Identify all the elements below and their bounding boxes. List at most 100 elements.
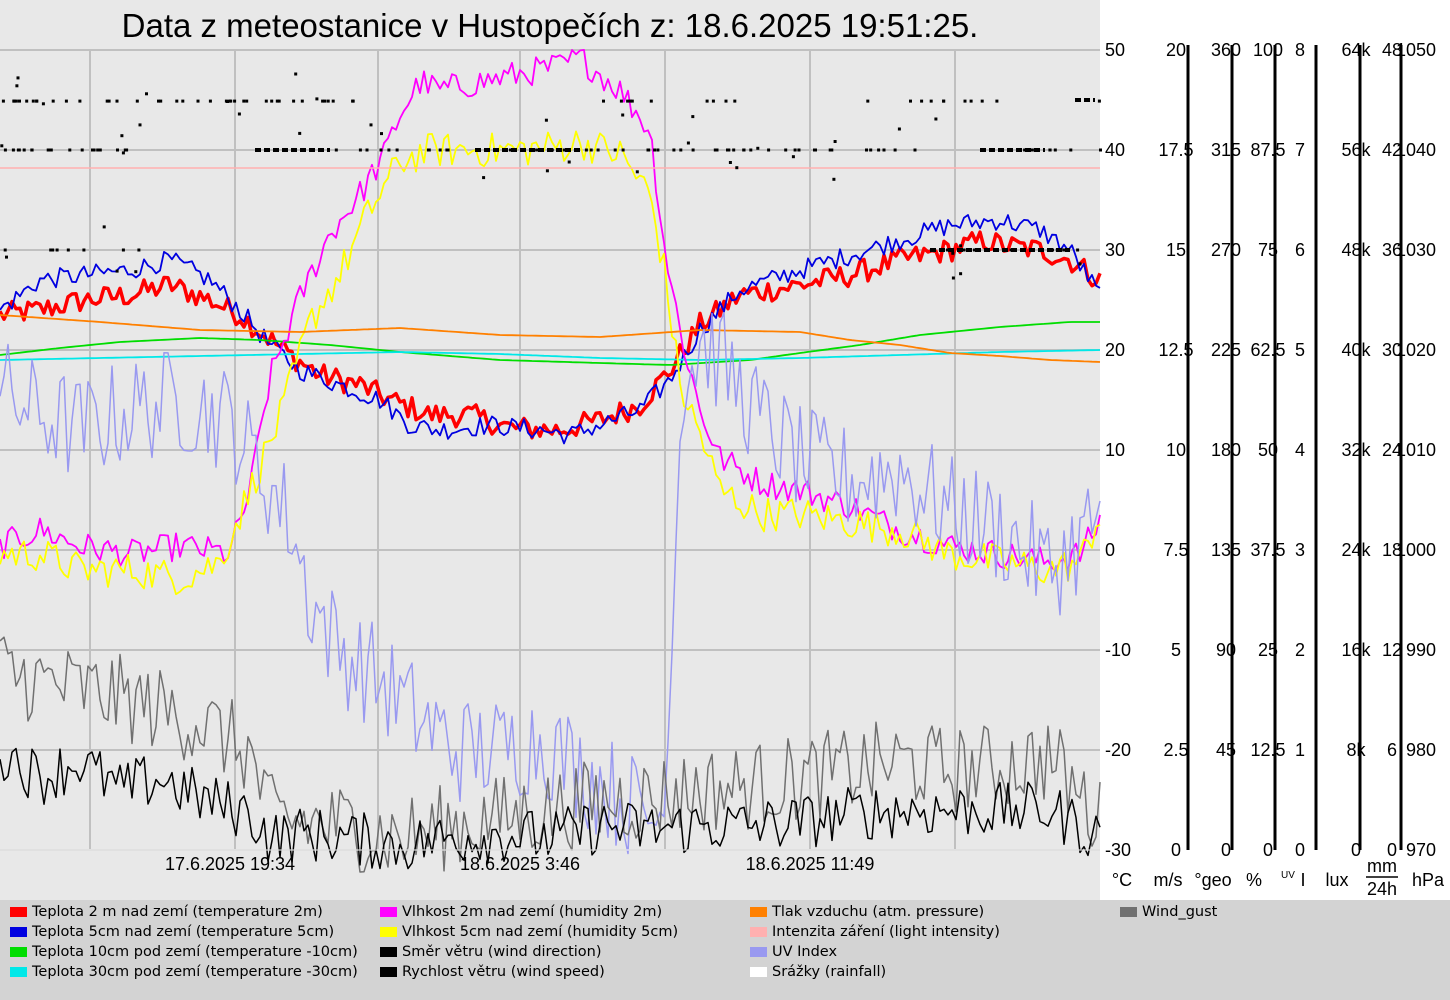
y-tick-label: 0 bbox=[1105, 540, 1115, 560]
y-tick-label: 25 bbox=[1258, 640, 1278, 660]
wind-direction-point bbox=[64, 99, 68, 103]
y-tick-label: -10 bbox=[1105, 640, 1131, 660]
wind-direction-point bbox=[767, 148, 771, 152]
y-tick-label: -20 bbox=[1105, 740, 1131, 760]
axis-unit-label: lux bbox=[1325, 870, 1348, 890]
wind-direction-point bbox=[814, 148, 817, 152]
y-tick-label: 6 bbox=[1387, 740, 1397, 760]
y-axis-hum: 100 87.5 75 62.5 50 37.5 25 12.5 0% bbox=[1246, 40, 1286, 890]
y-tick-label: 30 bbox=[1382, 340, 1402, 360]
wind-direction-point bbox=[298, 131, 302, 135]
y-tick-label: -30 bbox=[1105, 840, 1131, 860]
legend-label: Teplota 10cm pod zemí (temperature -10cm… bbox=[32, 944, 358, 960]
wind-direction-point bbox=[649, 99, 653, 103]
wind-direction-point bbox=[691, 148, 695, 152]
wind-direction-point bbox=[98, 148, 102, 152]
wind-direction-point bbox=[596, 148, 600, 152]
y-tick-label: 40k bbox=[1341, 340, 1371, 360]
wind-direction-point bbox=[323, 99, 327, 103]
wind-direction-point bbox=[865, 148, 868, 152]
wind-direction-point bbox=[672, 148, 676, 152]
wind-direction-point bbox=[226, 100, 229, 103]
legend-item: Teplota 5cm nad zemí (temperature 5cm) bbox=[10, 924, 334, 940]
y-tick-label: 12 bbox=[1382, 640, 1402, 660]
y-tick-label: 1010 bbox=[1396, 440, 1436, 460]
wind-direction-point bbox=[380, 132, 383, 136]
y-tick-label: 1000 bbox=[1396, 540, 1436, 560]
wind-direction-point bbox=[14, 99, 18, 103]
x-tick-label: 18.6.2025 3:46 bbox=[460, 854, 580, 874]
wind-direction-point bbox=[1062, 248, 1066, 252]
wind-direction-point bbox=[275, 99, 279, 103]
y-tick-label: 8k bbox=[1346, 740, 1366, 760]
y-tick-label: 970 bbox=[1406, 840, 1436, 860]
wind-direction-point bbox=[321, 99, 325, 103]
series-layer bbox=[0, 49, 1102, 873]
y-tick-label: 0 bbox=[1351, 840, 1361, 860]
series-wind-direction bbox=[0, 72, 1102, 280]
wind-direction-point bbox=[51, 248, 55, 252]
axis-unit-label: m/s bbox=[1154, 870, 1183, 890]
wind-direction-point bbox=[181, 99, 185, 103]
legend-item: Tlak vzduchu (atm. pressure) bbox=[750, 904, 984, 920]
y-tick-label: 1020 bbox=[1396, 340, 1436, 360]
wind-direction-point bbox=[3, 248, 7, 252]
wind-direction-point bbox=[35, 99, 39, 103]
wind-direction-point bbox=[635, 170, 639, 174]
y-tick-label: 180 bbox=[1211, 440, 1241, 460]
wind-direction-point bbox=[877, 148, 881, 152]
axis-unit-label: % bbox=[1246, 870, 1262, 890]
wind-direction-point bbox=[724, 99, 728, 103]
wind-direction-point bbox=[913, 148, 917, 152]
wind-direction-point bbox=[897, 127, 901, 131]
y-tick-label: 1040 bbox=[1396, 140, 1436, 160]
x-tick-label: 17.6.2025 19:34 bbox=[165, 854, 295, 874]
wind-direction-point bbox=[691, 115, 695, 119]
wind-direction-point bbox=[145, 92, 148, 96]
wind-direction-point bbox=[784, 148, 788, 152]
wind-direction-point bbox=[326, 99, 330, 103]
y-axes: 50403020100-10-20-30°C2017.51512.5107.55… bbox=[1105, 40, 1445, 899]
wind-direction-point bbox=[115, 269, 119, 273]
wind-direction-point bbox=[584, 148, 588, 152]
y-tick-label: 10 bbox=[1166, 440, 1186, 460]
legend-item: Vlhkost 2m nad zemí (humidity 2m) bbox=[380, 904, 662, 920]
wind-direction-point bbox=[358, 148, 362, 152]
wind-direction-point bbox=[626, 99, 630, 103]
wind-direction-point bbox=[228, 99, 232, 103]
wind-direction-point bbox=[934, 117, 938, 121]
axis-unit-label: °geo bbox=[1194, 870, 1231, 890]
y-tick-label: 45 bbox=[1216, 740, 1236, 760]
y-tick-label: 980 bbox=[1406, 740, 1436, 760]
legend-swatch bbox=[750, 927, 767, 937]
legend-swatch bbox=[380, 907, 397, 917]
wind-direction-point bbox=[102, 225, 106, 229]
wind-direction-point bbox=[686, 141, 690, 145]
wind-direction-point bbox=[115, 99, 119, 103]
y-axis-temp: 50 40 30 20 10 0 -10 -20 -30 °C bbox=[1105, 40, 1132, 890]
wind-direction-point bbox=[12, 99, 16, 103]
wind-direction-point bbox=[797, 148, 801, 152]
wind-direction-point bbox=[959, 244, 963, 248]
wind-direction-point bbox=[270, 99, 274, 103]
y-tick-label: 1 bbox=[1295, 740, 1305, 760]
wind-direction-point bbox=[1023, 148, 1027, 152]
x-tick-labels: 17.6.2025 19:34 18.6.2025 3:46 18.6.2025 1… bbox=[165, 854, 874, 874]
legend-swatch bbox=[380, 967, 397, 977]
y-tick-label: 15 bbox=[1166, 240, 1186, 260]
wind-direction-point bbox=[619, 99, 623, 103]
y-tick-label: 17.5 bbox=[1158, 140, 1193, 160]
y-tick-label: 62.5 bbox=[1250, 340, 1285, 360]
y-tick-label: 270 bbox=[1211, 240, 1241, 260]
wind-direction-point bbox=[379, 148, 383, 152]
y-tick-label: 56k bbox=[1341, 140, 1371, 160]
series-teplota-10cm-pod-zem-temperature-10cm bbox=[0, 321, 1100, 366]
legend-swatch bbox=[380, 927, 397, 937]
wind-direction-point bbox=[55, 248, 59, 252]
y-tick-label: 24 bbox=[1382, 440, 1402, 460]
y-tick-label: 20 bbox=[1166, 40, 1186, 60]
wind-direction-point bbox=[679, 148, 683, 152]
legend-item: Teplota 10cm pod zemí (temperature -10cm… bbox=[10, 944, 358, 960]
y-tick-label: 6 bbox=[1295, 240, 1305, 260]
legend-swatch bbox=[750, 907, 767, 917]
